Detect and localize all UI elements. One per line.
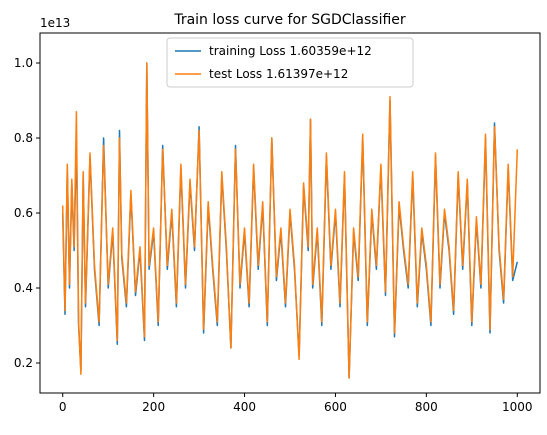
y-axis: 0.2 0.4 0.6 0.8 1.0 xyxy=(14,56,40,370)
legend-label-test: test Loss 1.61397e+12 xyxy=(209,67,348,81)
y-tick-label: 1.0 xyxy=(14,56,33,70)
y-tick-label: 0.4 xyxy=(14,281,33,295)
y-offset-label: 1e13 xyxy=(40,16,70,30)
legend-box xyxy=(166,37,414,88)
x-tick-label: 800 xyxy=(415,400,438,414)
series-line-test xyxy=(61,62,519,379)
chart-title: Train loss curve for SGDClassifier xyxy=(173,12,406,28)
legend: training Loss 1.60359e+12 test Loss 1.61… xyxy=(166,37,414,88)
legend-label-training: training Loss 1.60359e+12 xyxy=(209,44,372,58)
x-tick-label: 0 xyxy=(59,400,67,414)
x-axis: 0 200 400 600 800 1000 xyxy=(59,393,533,414)
plot-area xyxy=(61,62,519,379)
x-tick-label: 1000 xyxy=(502,400,533,414)
x-tick-label: 400 xyxy=(233,400,256,414)
y-tick-label: 0.8 xyxy=(14,131,33,145)
x-tick-label: 200 xyxy=(142,400,165,414)
x-tick-label: 600 xyxy=(324,400,347,414)
y-tick-label: 0.6 xyxy=(14,206,33,220)
y-tick-label: 0.2 xyxy=(14,356,33,370)
